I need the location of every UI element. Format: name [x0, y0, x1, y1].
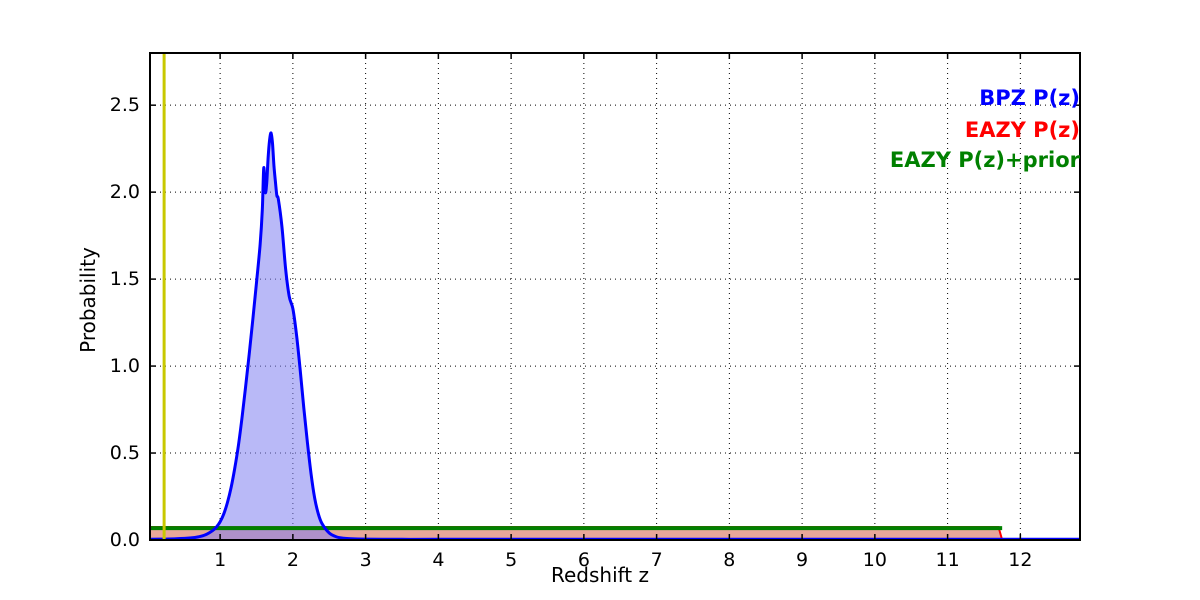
bpz-pz-area	[150, 132, 1080, 540]
legend-item-eazy: EAZY P(z)	[964, 118, 1080, 142]
legend-item-bpz: BPZ P(z)	[979, 86, 1080, 110]
x-tick-label: 10	[862, 549, 887, 571]
x-tick-label: 8	[723, 549, 736, 571]
y-axis-title: Probability	[76, 247, 100, 353]
axes-frame	[149, 52, 1081, 541]
bpz-pz-line	[150, 131, 1080, 540]
eazy-pz-area	[150, 526, 1003, 540]
grid-lines-vertical	[219, 53, 1021, 540]
y-tick-label: 1.0	[109, 355, 140, 378]
x-tick-label: 2	[286, 549, 299, 571]
x-tick-label: 11	[935, 549, 960, 571]
x-tick-label: 1	[214, 549, 227, 571]
x-tick-label: 4	[432, 549, 445, 571]
x-tick-label: 12	[1008, 549, 1033, 571]
y-tick-label: 2.5	[109, 94, 140, 117]
legend-item-eazy-prior: EAZY P(z)+prior	[889, 148, 1080, 172]
x-tick-label: 7	[650, 549, 663, 571]
x-tick-label: 3	[359, 549, 372, 571]
y-tick-label: 0.5	[109, 442, 140, 465]
x-tick-label: 9	[796, 549, 809, 571]
x-tick-label: 5	[505, 549, 518, 571]
y-tick-label: 2.0	[109, 181, 140, 204]
y-tick-label: 0.0	[109, 529, 140, 551]
x-tick-label: 6	[577, 549, 590, 571]
grid-lines-horizontal	[150, 104, 1080, 541]
y-tick-label: 1.5	[109, 268, 140, 291]
x-axis-title: Redshift z	[550, 563, 650, 587]
